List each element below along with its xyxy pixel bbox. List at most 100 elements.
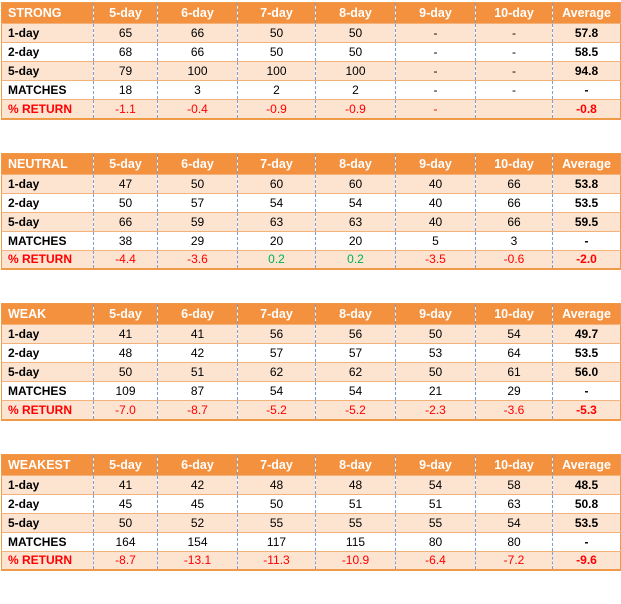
row-label: 2-day bbox=[1, 343, 94, 363]
data-cell: 50 bbox=[395, 362, 476, 382]
data-cell: - bbox=[475, 80, 553, 100]
data-cell: -0.8 bbox=[552, 99, 621, 119]
column-header: 8-day bbox=[315, 454, 396, 475]
data-cell: 50 bbox=[395, 324, 476, 344]
data-cell: -5.2 bbox=[237, 400, 316, 420]
data-cell: - bbox=[552, 80, 621, 100]
data-cell: 54 bbox=[475, 512, 553, 532]
column-header: 7-day bbox=[237, 2, 316, 24]
data-cell: - bbox=[395, 23, 476, 43]
data-cell: 60 bbox=[315, 173, 396, 193]
row-label: % RETURN bbox=[1, 550, 94, 570]
data-cell: 57 bbox=[237, 343, 316, 363]
data-cell: - bbox=[395, 61, 476, 81]
data-cell: -7.0 bbox=[93, 400, 158, 420]
data-cell: 50 bbox=[237, 23, 316, 43]
table-row: 1-day 47 50 60 60 40 66 53.8 bbox=[1, 173, 621, 193]
header-row: WEAK 5-day 6-day 7-day 8-day 9-day 10-day Avera… bbox=[1, 303, 621, 325]
data-cell: -2.0 bbox=[552, 249, 621, 269]
data-cell: 53 bbox=[395, 343, 476, 363]
table-row: % RETURN -4.4 -3.6 0.2 0.2 -3.5 -0.6 -2.0 bbox=[1, 249, 621, 269]
data-cell: 50 bbox=[237, 42, 316, 62]
row-label: 5-day bbox=[1, 362, 94, 382]
data-cell: -1.1 bbox=[93, 99, 158, 119]
data-cell: 66 bbox=[157, 23, 238, 43]
row-label: 5-day bbox=[1, 211, 94, 231]
column-header: 5-day bbox=[93, 153, 158, 174]
table-row: 5-day 50 52 55 55 55 54 53.5 bbox=[1, 512, 621, 532]
table-row: MATCHES 38 29 20 20 5 3- bbox=[1, 230, 621, 250]
table-row: 5-day 50 51 62 62 50 61 56.0 bbox=[1, 362, 621, 382]
column-header: 10-day bbox=[475, 454, 553, 475]
data-cell: 56 bbox=[237, 324, 316, 344]
data-cell: 61 bbox=[475, 362, 553, 382]
data-cell: 2 bbox=[237, 80, 316, 100]
row-label: 1-day bbox=[1, 23, 94, 43]
table-row: % RETURN -1.1 -0.4 -0.9 -0.9- -0.8 bbox=[1, 99, 621, 119]
data-cell: 5 bbox=[395, 230, 476, 250]
data-cell: -0.4 bbox=[157, 99, 238, 119]
table-title: WEAK bbox=[1, 303, 94, 325]
table-row: 2-day 48 42 57 57 53 64 53.5 bbox=[1, 343, 621, 363]
data-cell: -3.6 bbox=[157, 249, 238, 269]
table-strong: STRONG 5-day 6-day 7-day 8-day 9-day 10-day Ave… bbox=[1, 2, 621, 120]
data-cell: 48 bbox=[237, 474, 316, 494]
data-cell: 51 bbox=[395, 493, 476, 513]
data-cell: 50.8 bbox=[552, 493, 621, 513]
header-row: WEAKEST 5-day 6-day 7-day 8-day 9-day 10-day Av… bbox=[1, 454, 621, 475]
data-cell: - bbox=[552, 230, 621, 250]
data-cell: 57 bbox=[157, 192, 238, 212]
table-row: 5-day 66 59 63 63 40 66 59.5 bbox=[1, 211, 621, 231]
row-label: 2-day bbox=[1, 192, 94, 212]
row-label: 2-day bbox=[1, 42, 94, 62]
data-cell: -0.9 bbox=[237, 99, 316, 119]
data-cell: 62 bbox=[315, 362, 396, 382]
row-label: MATCHES bbox=[1, 531, 94, 551]
data-cell: -5.3 bbox=[552, 400, 621, 420]
data-cell: 115 bbox=[315, 531, 396, 551]
column-header: 9-day bbox=[395, 153, 476, 174]
column-header: Average bbox=[552, 2, 621, 24]
data-cell: 57 bbox=[315, 343, 396, 363]
column-header: 9-day bbox=[395, 2, 476, 24]
data-cell: 49.7 bbox=[552, 324, 621, 344]
data-cell: 2 bbox=[315, 80, 396, 100]
table-row: % RETURN -8.7 -13.1 -11.3 -10.9 -6.4 -7.2 -9.6 bbox=[1, 550, 621, 570]
data-cell: 164 bbox=[93, 531, 158, 551]
data-cell: 100 bbox=[157, 61, 238, 81]
data-cell: 55 bbox=[315, 512, 396, 532]
row-label: MATCHES bbox=[1, 80, 94, 100]
data-cell: -5.2 bbox=[315, 400, 396, 420]
data-cell: - bbox=[395, 42, 476, 62]
data-cell: 47 bbox=[93, 173, 158, 193]
table-row: 1-day 65 66 50 50- -57.8 bbox=[1, 23, 621, 43]
data-cell: - bbox=[475, 42, 553, 62]
data-cell: 42 bbox=[157, 474, 238, 494]
row-label: 5-day bbox=[1, 61, 94, 81]
data-cell: 50 bbox=[93, 512, 158, 532]
data-cell: 50 bbox=[315, 42, 396, 62]
data-cell: 20 bbox=[237, 230, 316, 250]
data-cell: 55 bbox=[237, 512, 316, 532]
data-cell: 66 bbox=[157, 42, 238, 62]
data-cell: 54 bbox=[475, 324, 553, 344]
column-header: 9-day bbox=[395, 303, 476, 325]
data-cell: -3.5 bbox=[395, 249, 476, 269]
data-cell: 54 bbox=[237, 381, 316, 401]
column-header: 7-day bbox=[237, 303, 316, 325]
data-cell: 53.5 bbox=[552, 512, 621, 532]
table-row: % RETURN -7.0 -8.7 -5.2 -5.2 -2.3 -3.6 -5.3 bbox=[1, 400, 621, 420]
tables-container: STRONG 5-day 6-day 7-day 8-day 9-day 10-day Ave… bbox=[1, 2, 621, 571]
data-cell: 63 bbox=[315, 211, 396, 231]
data-cell: 50 bbox=[157, 173, 238, 193]
data-cell: 50 bbox=[93, 362, 158, 382]
data-cell: 40 bbox=[395, 211, 476, 231]
data-cell: 29 bbox=[475, 381, 553, 401]
data-cell: 41 bbox=[93, 474, 158, 494]
data-cell: 54 bbox=[315, 381, 396, 401]
data-cell: 41 bbox=[157, 324, 238, 344]
column-header: 5-day bbox=[93, 2, 158, 24]
row-label: 2-day bbox=[1, 493, 94, 513]
data-cell: 59.5 bbox=[552, 211, 621, 231]
row-label: 5-day bbox=[1, 512, 94, 532]
